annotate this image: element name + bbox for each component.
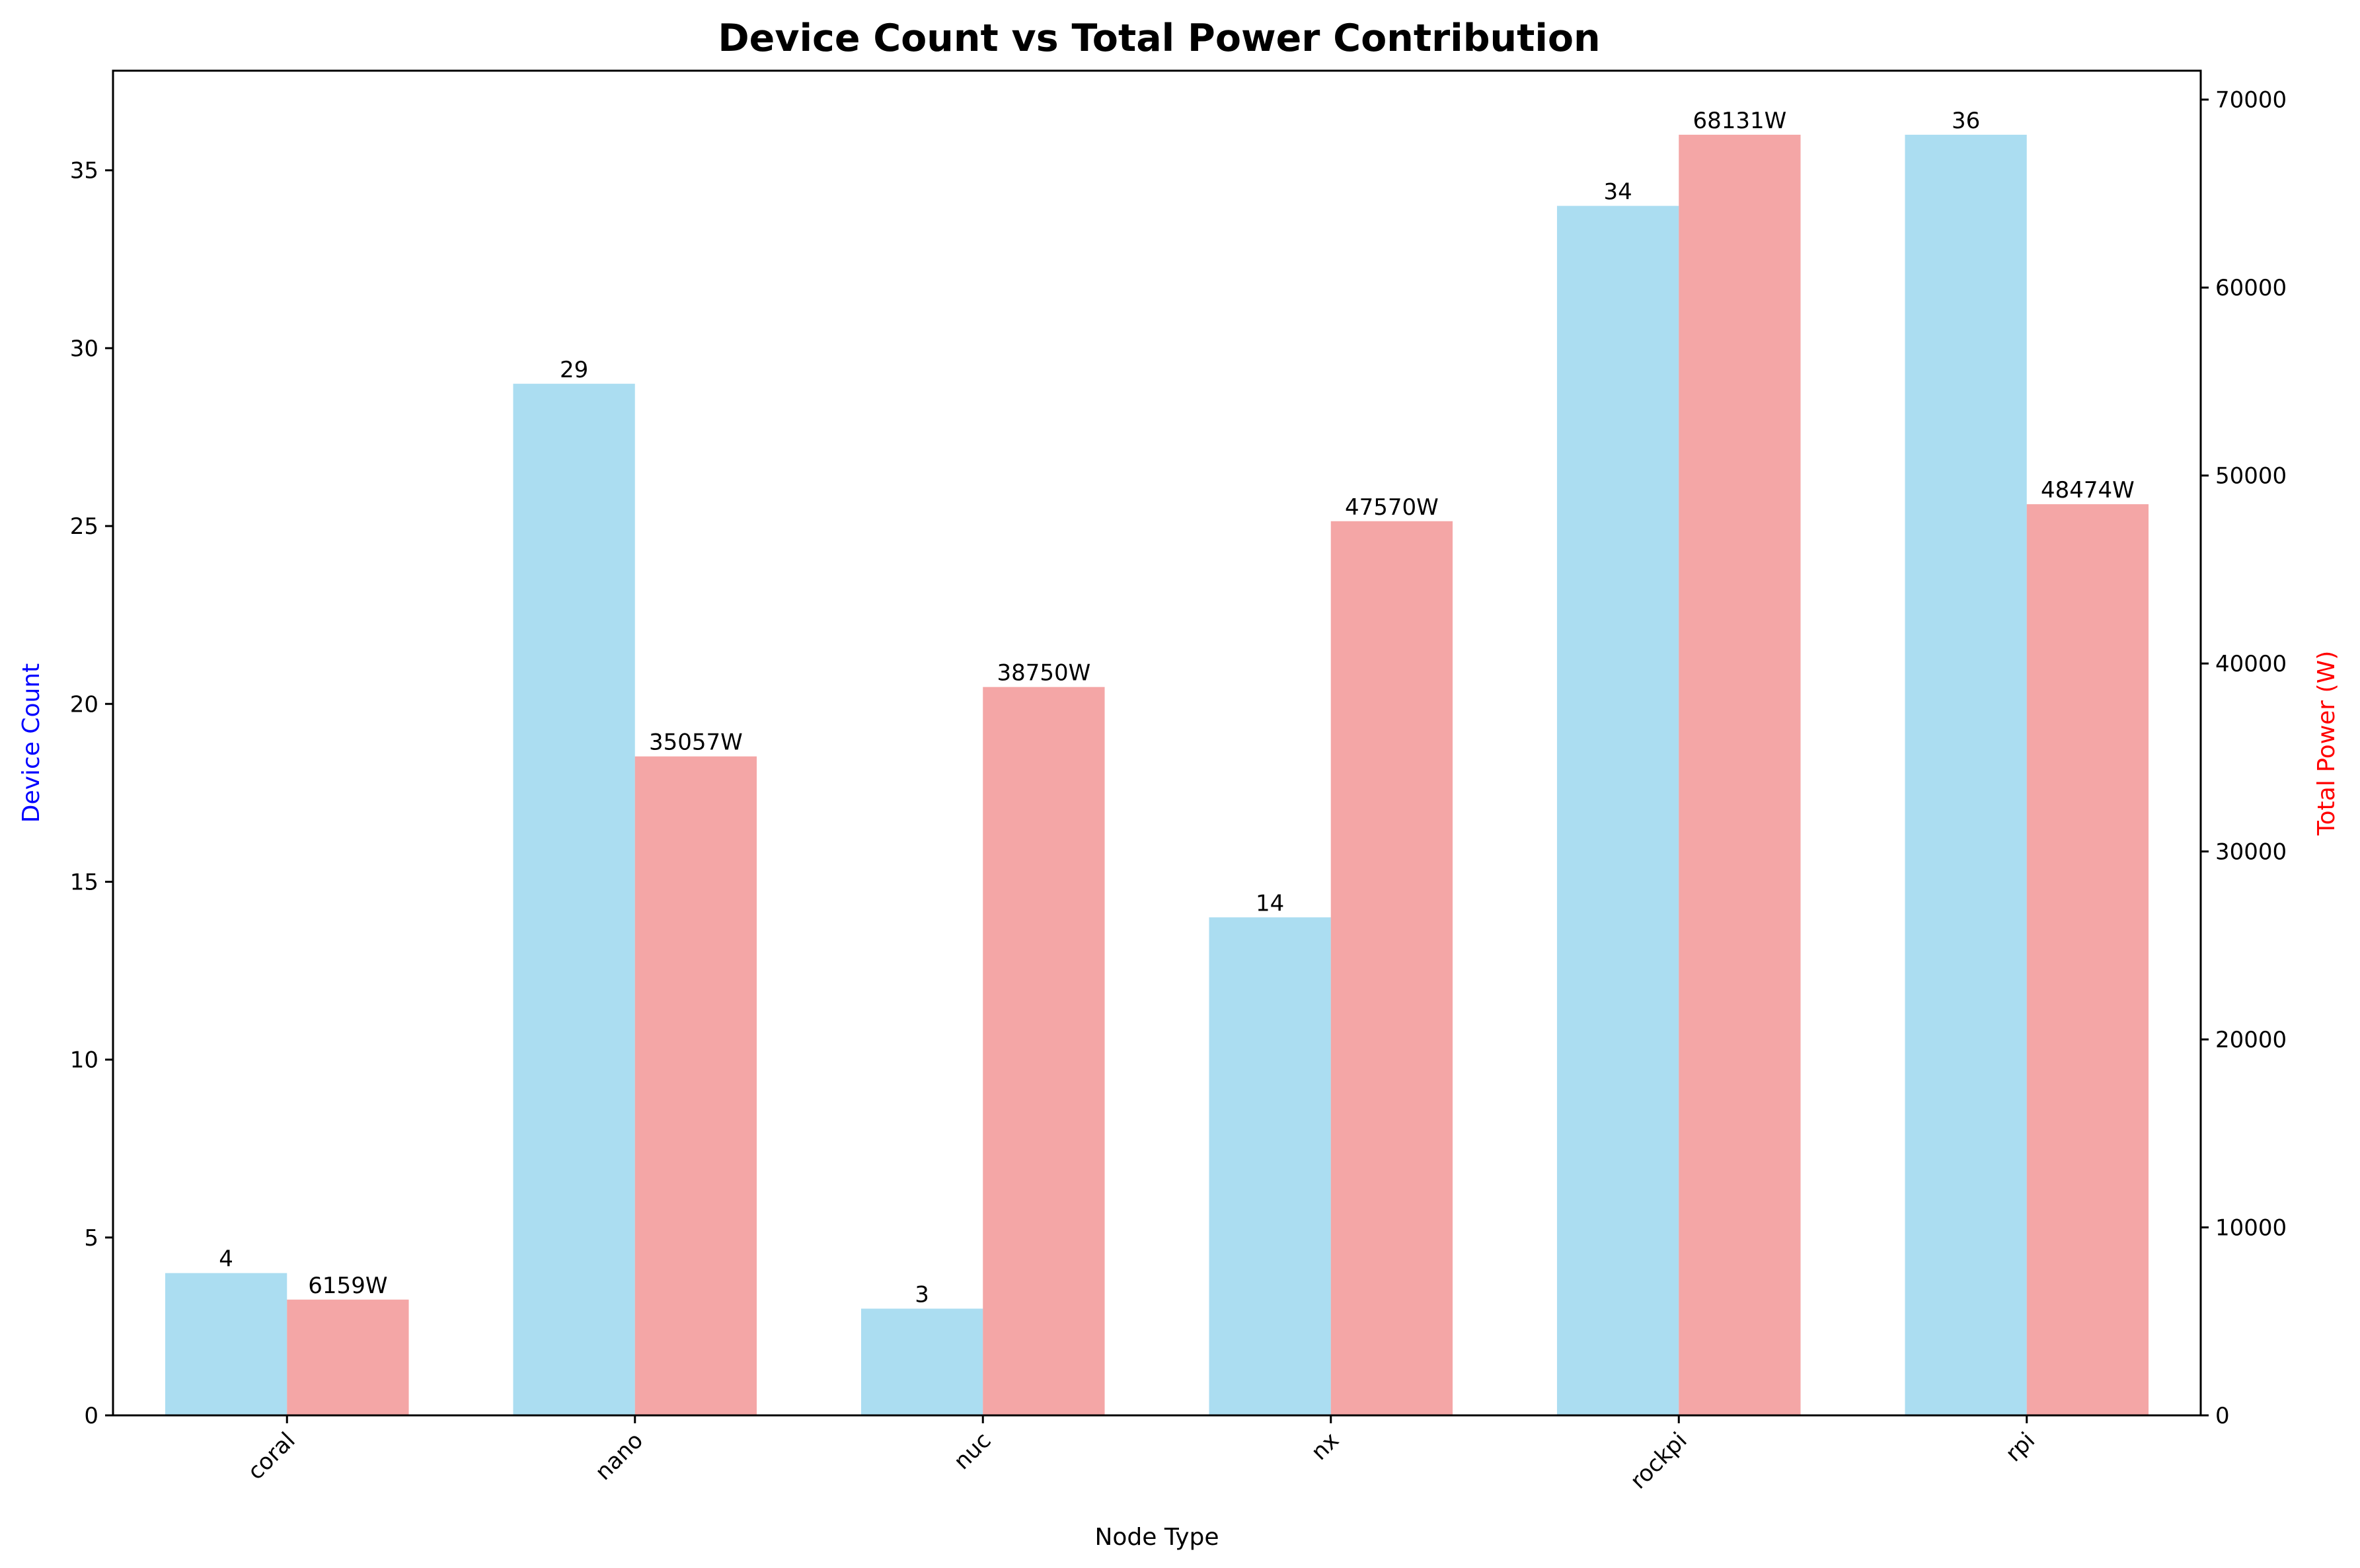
device-count-bar-coral <box>165 1273 287 1415</box>
left-axis-title: Device Count <box>18 663 45 823</box>
left-axis-ticks: 0 5 10 15 20 25 30 35 <box>70 158 113 1429</box>
total-power-label-nx: 47570W <box>1345 494 1439 521</box>
total-power-label-coral: 6159W <box>308 1273 387 1299</box>
left-tick-label: 25 <box>70 513 98 540</box>
bar-value-labels: 4 6159W 29 35057W 3 38750W 14 47570W 34 68131W 36 4… <box>219 108 2134 1308</box>
total-power-bar-rockpi <box>1679 134 1801 1415</box>
total-power-label-nano: 35057W <box>649 729 743 756</box>
left-tick-label: 20 <box>70 691 98 718</box>
total-power-label-nuc: 38750W <box>997 660 1090 687</box>
device-count-bar-nx <box>1209 917 1331 1415</box>
x-tick-label-nano: nano <box>590 1427 648 1485</box>
right-tick-label: 30000 <box>2215 839 2287 866</box>
device-count-label-rockpi: 34 <box>1603 179 1632 205</box>
left-tick-label: 10 <box>70 1047 98 1074</box>
right-tick-label: 10000 <box>2215 1215 2287 1242</box>
total-power-bar-nano <box>634 756 757 1415</box>
x-axis-ticks: coral nano nuc nx rockpi rpi <box>243 1415 2040 1495</box>
right-tick-label: 0 <box>2215 1403 2230 1429</box>
x-tick-label-coral: coral <box>243 1427 301 1485</box>
left-tick-label: 5 <box>84 1225 98 1251</box>
device-count-label-nano: 29 <box>560 357 588 383</box>
total-power-label-rockpi: 68131W <box>1693 108 1786 134</box>
left-tick-label: 35 <box>70 158 98 184</box>
right-tick-label: 70000 <box>2215 87 2287 114</box>
total-power-label-rpi: 48474W <box>2041 477 2135 504</box>
x-tick-label-nx: nx <box>1306 1427 1344 1466</box>
right-tick-label: 40000 <box>2215 651 2287 677</box>
x-tick-label-nuc: nuc <box>949 1427 997 1475</box>
total-power-bar-nuc <box>983 687 1105 1415</box>
total-power-bar-nx <box>1330 521 1453 1415</box>
right-axis-ticks: 0 10000 20000 30000 40000 50000 60000 70000 <box>2201 87 2287 1429</box>
chart-title: Device Count vs Total Power Contribution <box>718 17 1600 60</box>
total-power-bars <box>287 134 2149 1415</box>
x-tick-label-rockpi: rockpi <box>1625 1427 1692 1494</box>
device-count-bar-rpi <box>1905 134 2027 1415</box>
plot-frame <box>112 69 2202 1417</box>
right-tick-label: 60000 <box>2215 275 2287 301</box>
device-count-bar-nano <box>513 383 635 1415</box>
device-count-label-nuc: 3 <box>915 1281 929 1308</box>
device-count-bar-rockpi <box>1556 205 1679 1416</box>
device-count-label-rpi: 36 <box>1952 108 1980 134</box>
total-power-bar-coral <box>287 1299 409 1415</box>
right-tick-label: 20000 <box>2215 1027 2287 1053</box>
left-tick-label: 15 <box>70 869 98 895</box>
total-power-bar-rpi <box>2026 504 2149 1415</box>
device-count-label-nx: 14 <box>1256 890 1284 916</box>
device-count-label-coral: 4 <box>219 1246 233 1273</box>
device-count-bars <box>165 134 2027 1416</box>
x-tick-label-rpi: rpi <box>2000 1427 2040 1467</box>
right-tick-label: 50000 <box>2215 463 2287 490</box>
left-tick-label: 30 <box>70 336 98 362</box>
device-count-bar-nuc <box>860 1308 983 1415</box>
x-axis-title: Node Type <box>1094 1524 1219 1551</box>
right-axis-title: Total Power (W) <box>2313 651 2340 837</box>
left-tick-label: 0 <box>84 1403 98 1429</box>
